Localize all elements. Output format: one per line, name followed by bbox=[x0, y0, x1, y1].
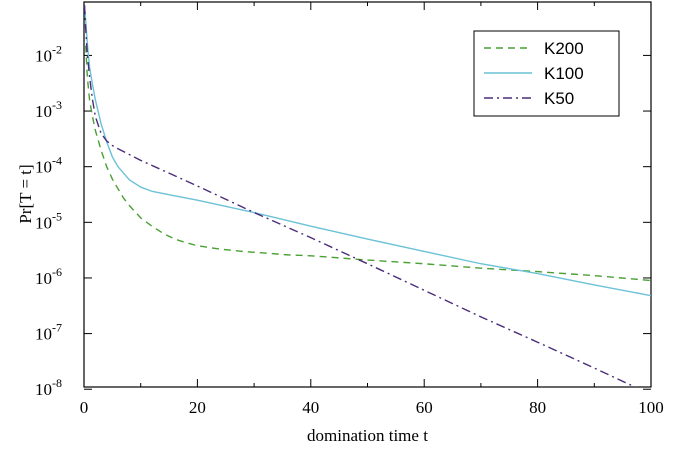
series-line-k200 bbox=[85, 45, 651, 282]
y-tick-exponent: -3 bbox=[52, 98, 62, 112]
y-tick-label: 10-4 bbox=[35, 154, 62, 177]
y-tick-label: 10-5 bbox=[35, 209, 62, 232]
x-tick-label: 80 bbox=[529, 398, 546, 417]
legend-label-k100: K100 bbox=[544, 64, 584, 83]
y-tick-exponent: -2 bbox=[52, 42, 62, 56]
x-tick-label: 0 bbox=[80, 398, 89, 417]
y-tick-exponent: -5 bbox=[52, 209, 62, 223]
y-tick-exponent: -8 bbox=[52, 376, 62, 390]
series-line-k100 bbox=[84, 12, 651, 297]
y-tick-base: 10 bbox=[35, 325, 52, 344]
y-tick-base: 10 bbox=[35, 46, 52, 65]
y-tick-base: 10 bbox=[35, 158, 52, 177]
y-tick-label: 10-2 bbox=[35, 42, 62, 65]
x-tick-label: 40 bbox=[302, 398, 319, 417]
series-lines bbox=[84, 5, 651, 387]
y-tick-label: 10-7 bbox=[35, 321, 62, 344]
y-tick-exponent: -6 bbox=[52, 265, 62, 279]
y-tick-base: 10 bbox=[35, 380, 52, 399]
x-ticks: 0 20 40 60 80 100 bbox=[80, 2, 664, 417]
x-tick-label: 60 bbox=[416, 398, 433, 417]
y-tick-label: 10-3 bbox=[35, 98, 62, 121]
y-tick-base: 10 bbox=[35, 102, 52, 121]
x-tick-label: 100 bbox=[638, 398, 664, 417]
x-axis-label: domination time t bbox=[307, 426, 428, 445]
y-tick-label: 10-8 bbox=[35, 376, 62, 399]
y-tick-exponent: -4 bbox=[52, 154, 62, 168]
y-tick-label: 10-6 bbox=[35, 265, 62, 288]
y-tick-base: 10 bbox=[35, 269, 52, 288]
y-tick-exponent: -7 bbox=[52, 321, 62, 335]
y-ticks: 10-810-710-610-510-410-310-2 bbox=[35, 42, 651, 399]
y-tick-base: 10 bbox=[35, 213, 52, 232]
legend-label-k50: K50 bbox=[544, 89, 574, 108]
y-axis-label: Pr[T = t] bbox=[16, 164, 35, 223]
x-tick-label: 20 bbox=[189, 398, 206, 417]
legend: K200 K100 K50 bbox=[473, 30, 620, 117]
legend-label-k200: K200 bbox=[544, 39, 584, 58]
series-line-k50 bbox=[84, 5, 637, 387]
